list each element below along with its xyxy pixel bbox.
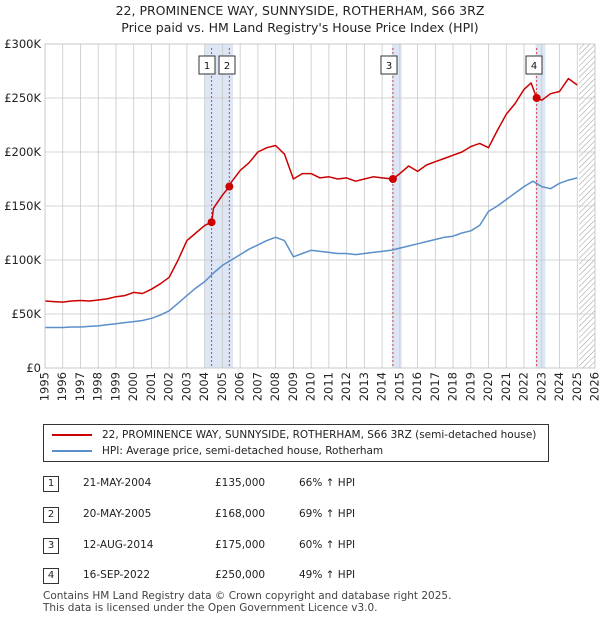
plot-frame [44,43,596,369]
transaction-row: 1 21-MAY-2004 £135,000 66% ↑ HPI [43,475,563,493]
x-tick-label: 2009 [286,372,300,401]
x-tick-label: 2000 [126,372,140,401]
transaction-price: £135,000 [215,477,266,489]
sale-label-box [198,55,216,75]
x-tick-label: 2004 [197,372,211,401]
y-tick-label: £300K [4,37,41,51]
transaction-row: 2 20-MAY-2005 £168,000 69% ↑ HPI [43,506,563,524]
x-tick-label: 2005 [215,372,229,401]
transaction-number: 4 [43,568,59,584]
x-tick-label: 2008 [268,372,282,401]
sale-label-box [380,55,398,75]
transaction-hpi: 66% ↑ HPI [299,477,356,489]
x-tick-label: 2020 [481,372,495,401]
x-tick-label: 1998 [91,372,105,401]
chart-subtitle: Price paid vs. HM Land Registry's House … [121,20,479,35]
x-tick-label: 2013 [357,372,371,401]
transaction-row: 4 16-SEP-2022 £250,000 49% ↑ HPI [43,567,563,585]
legend-label-property: 22, PROMINENCE WAY, SUNNYSIDE, ROTHERHAM… [102,429,537,441]
sale-label-box [525,55,543,75]
legend-item-hpi: HPI: Average price, semi-detached house,… [52,443,383,459]
x-tick-label: 2012 [339,372,353,401]
x-tick-label: 2010 [304,372,318,401]
x-tick-label: 2019 [463,372,477,401]
transaction-price: £175,000 [215,539,266,551]
transaction-row: 3 12-AUG-2014 £175,000 60% ↑ HPI [43,537,563,555]
y-tick-label: £0 [26,361,41,375]
x-tick-label: 2002 [162,372,176,401]
x-tick-label: 2015 [392,372,406,401]
x-tick-label: 2025 [570,372,584,401]
x-tick-label: 1995 [38,372,52,401]
x-tick-label: 2017 [428,372,442,401]
transaction-date: 16-SEP-2022 [83,569,151,581]
transaction-hpi: 49% ↑ HPI [299,569,356,581]
x-tick-label: 2024 [552,372,566,401]
transaction-date: 21-MAY-2004 [83,477,152,489]
transaction-price: £168,000 [215,508,266,520]
x-tick-label: 2007 [250,372,264,401]
x-tick-label: 2022 [517,372,531,401]
x-tick-label: 2016 [410,372,424,401]
x-tick-label: 1997 [73,372,87,401]
legend-item-property: 22, PROMINENCE WAY, SUNNYSIDE, ROTHERHAM… [52,427,536,443]
y-tick-label: £150K [4,199,41,213]
price-chart: 1 2 3 4 £0 £50K £100K £150K £200K £250K £300K 199… [4,37,600,401]
property-price-line [44,77,578,303]
y-tick-label: £200K [4,145,41,159]
x-tick-label: 1996 [55,372,69,401]
sale-label-number: 1 [204,61,210,72]
x-tick-label: 2018 [446,372,460,401]
sale-marker [532,94,541,102]
transaction-number: 3 [43,538,59,554]
hpi-line [45,177,578,329]
x-tick-label: 2023 [534,372,548,401]
legend-label-hpi: HPI: Average price, semi-detached house,… [102,445,384,457]
sale-marker [225,182,234,191]
x-tick-label: 2006 [233,372,247,401]
legend-swatch-red [52,434,92,436]
transaction-hpi: 69% ↑ HPI [299,508,356,520]
x-tick-label: 2014 [375,372,389,401]
transaction-number: 2 [43,507,59,523]
sale-label-number: 2 [224,61,230,72]
transaction-number: 1 [43,476,59,492]
sale-label-number: 4 [531,61,537,72]
sale-marker [388,175,397,183]
legend: 22, PROMINENCE WAY, SUNNYSIDE, ROTHERHAM… [43,424,549,462]
sale-marker [207,218,216,227]
x-tick-label: 2001 [144,372,158,401]
sale-label-number: 3 [386,61,392,72]
chart-title: 22, PROMINENCE WAY, SUNNYSIDE, ROTHERHAM… [115,3,485,18]
x-tick-label: 2026 [588,372,600,401]
footer-licence: This data is licensed under the Open Gov… [43,602,378,614]
legend-swatch-blue [52,450,92,452]
x-tick-label: 2021 [499,372,513,401]
sale-label-box [218,55,236,75]
transaction-date: 20-MAY-2005 [83,508,152,520]
footer: Contains HM Land Registry data © Crown c… [43,590,451,614]
y-tick-label: £250K [4,91,41,105]
x-tick-label: 1999 [108,372,122,401]
transaction-date: 12-AUG-2014 [83,539,154,551]
transaction-hpi: 60% ↑ HPI [299,539,356,551]
x-tick-label: 2003 [179,372,193,401]
transaction-price: £250,000 [215,569,266,581]
footer-copyright: Contains HM Land Registry data © Crown c… [43,590,452,602]
y-tick-label: £50K [12,307,42,321]
y-tick-label: £100K [4,253,41,267]
x-tick-label: 2011 [321,372,335,401]
